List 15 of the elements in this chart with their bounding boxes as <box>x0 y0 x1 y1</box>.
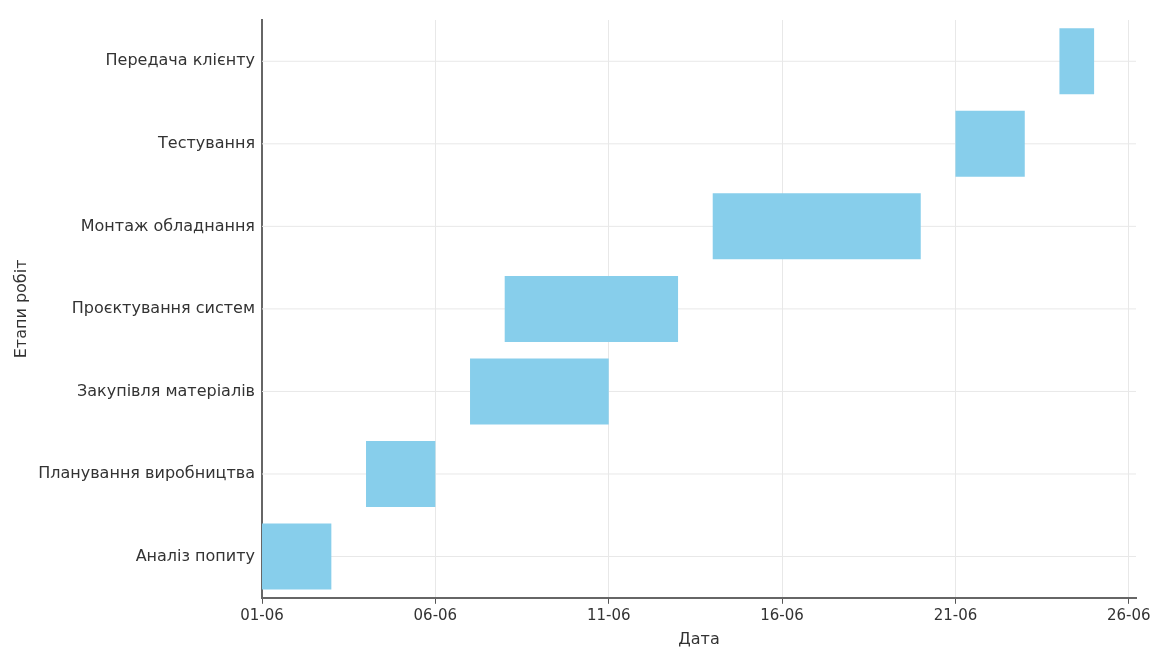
y-tick-label: Планування виробництва <box>38 463 255 483</box>
x-tick-label: 16-06 <box>760 605 804 624</box>
x-tick-label: 01-06 <box>240 605 284 624</box>
x-tick-label: 21-06 <box>933 605 978 624</box>
x-tick-label: 11-06 <box>586 605 631 624</box>
y-tick-label: Монтаж обладнання <box>80 215 255 235</box>
x-axis-title: Дата <box>678 628 720 648</box>
y-tick-label: Закупівля матеріалів <box>76 380 255 400</box>
y-tick-label: Проєктування систем <box>71 298 255 318</box>
y-tick-label: Аналіз попиту <box>135 545 255 565</box>
x-tick-label: 06-06 <box>413 605 458 624</box>
y-tick-label: Передача клієнту <box>105 50 255 70</box>
x-tick-label: 26-06 <box>1106 605 1151 624</box>
y-tick-label: Тестування <box>157 132 255 152</box>
y-axis-title: Етапи робіт <box>10 259 30 359</box>
